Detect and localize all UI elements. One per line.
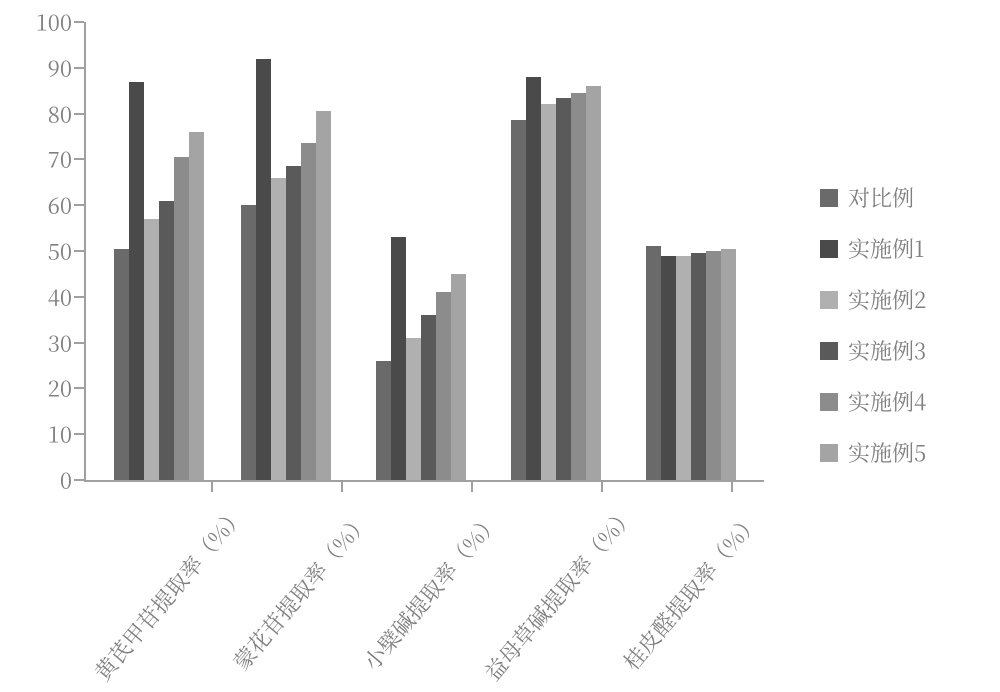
- y-tick-label: 90: [48, 52, 72, 83]
- y-tick: [74, 21, 84, 23]
- page-root: 0102030405060708090100 黄芪甲苷提取率（%）蒙花苷提取率（…: [0, 0, 1000, 689]
- bar: [316, 111, 331, 480]
- x-category-label: 桂皮醛提取率（%）: [607, 506, 766, 687]
- y-tick-label: 80: [48, 98, 72, 129]
- bar: [114, 249, 129, 480]
- legend-item: 实施例1: [820, 233, 990, 264]
- bar: [286, 166, 301, 480]
- y-tick: [74, 479, 84, 481]
- y-tick: [74, 296, 84, 298]
- legend-label: 实施例2: [848, 284, 926, 315]
- bar: [451, 274, 466, 480]
- legend-item: 对比例: [820, 182, 990, 213]
- y-tick: [74, 204, 84, 206]
- bar: [144, 219, 159, 480]
- bar: [174, 157, 189, 480]
- bar: [706, 251, 721, 480]
- legend: 对比例实施例1 实施例2 实施例3 实施例4 实施例5: [820, 182, 990, 488]
- y-tick-label: 30: [48, 327, 72, 358]
- bar: [541, 104, 556, 480]
- bar: [406, 338, 421, 480]
- x-tick: [601, 482, 603, 492]
- legend-item: 实施例4: [820, 386, 990, 417]
- y-tick-label: 50: [48, 236, 72, 267]
- legend-swatch: [820, 444, 838, 462]
- bar: [301, 143, 316, 480]
- bar: [721, 249, 736, 480]
- bar: [376, 361, 391, 480]
- bar: [436, 292, 451, 480]
- y-tick-label: 70: [48, 144, 72, 175]
- bar: [691, 253, 706, 480]
- legend-item: 实施例2: [820, 284, 990, 315]
- bar: [661, 256, 676, 480]
- bar: [421, 315, 436, 480]
- y-tick: [74, 158, 84, 160]
- y-tick-label: 20: [48, 373, 72, 404]
- bar: [391, 237, 406, 480]
- x-tick: [211, 482, 213, 492]
- plot-area: 0102030405060708090100: [84, 22, 764, 482]
- legend-label: 实施例1: [848, 233, 924, 264]
- legend-label: 对比例: [848, 182, 914, 213]
- x-tick: [471, 482, 473, 492]
- legend-label: 实施例4: [848, 386, 926, 417]
- bar: [256, 59, 271, 480]
- legend-label: 实施例3: [848, 335, 926, 366]
- y-tick-label: 60: [48, 190, 72, 221]
- y-tick: [74, 67, 84, 69]
- bar: [586, 86, 601, 480]
- x-axis-labels: 黄芪甲苷提取率（%）蒙花苷提取率（%）小檗碱提取率（%）益母草碱提取率（%）桂皮…: [84, 492, 764, 692]
- bar: [556, 98, 571, 480]
- bar: [511, 120, 526, 480]
- legend-swatch: [820, 393, 838, 411]
- y-tick: [74, 387, 84, 389]
- bar: [271, 178, 286, 480]
- y-tick-label: 40: [48, 281, 72, 312]
- bar: [676, 256, 691, 480]
- bar-chart: 0102030405060708090100 黄芪甲苷提取率（%）蒙花苷提取率（…: [20, 22, 980, 662]
- y-tick-label: 100: [36, 7, 72, 38]
- bar: [159, 201, 174, 480]
- bar: [129, 82, 144, 480]
- legend-swatch: [820, 240, 838, 258]
- y-tick: [74, 113, 84, 115]
- bar: [646, 246, 661, 480]
- x-tick: [731, 482, 733, 492]
- bar: [526, 77, 541, 480]
- legend-item: 实施例3: [820, 335, 990, 366]
- legend-swatch: [820, 342, 838, 360]
- legend-swatch: [820, 189, 838, 207]
- legend-label: 实施例5: [848, 437, 926, 468]
- y-tick: [74, 433, 84, 435]
- bar: [571, 93, 586, 480]
- legend-item: 实施例5: [820, 437, 990, 468]
- x-tick: [341, 482, 343, 492]
- y-tick: [74, 342, 84, 344]
- y-tick: [74, 250, 84, 252]
- bar: [189, 132, 204, 480]
- bar: [241, 205, 256, 480]
- bars-layer: [86, 22, 764, 480]
- y-tick-label: 0: [60, 465, 72, 496]
- y-tick-label: 10: [48, 419, 72, 450]
- legend-swatch: [820, 291, 838, 309]
